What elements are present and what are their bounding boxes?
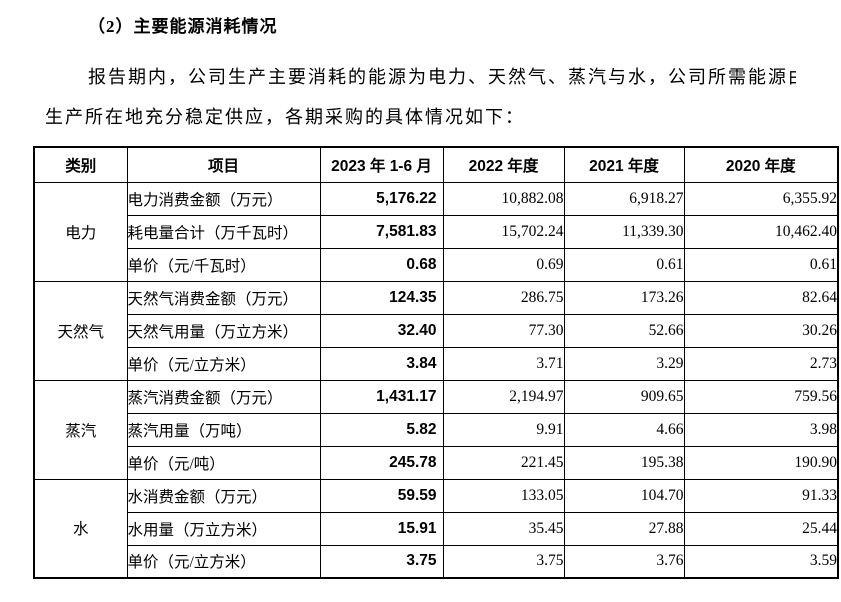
- value-cell: 35.45: [442, 511, 565, 546]
- value-cell: 9.91: [442, 412, 565, 447]
- intro-paragraph: 报告期内，公司生产主要消耗的能源为电力、天然气、蒸汽与水，公司所需能源由 生产所…: [45, 57, 796, 137]
- value-cell: 759.56: [683, 379, 839, 414]
- value-cell: 0.61: [683, 247, 839, 282]
- value-cell: 104.70: [563, 478, 685, 513]
- column-header-2022: 2022 年度: [442, 146, 565, 183]
- table-row: 水 水消费金额（万元） 59.59 133.05 104.70 91.33: [33, 478, 839, 579]
- value-cell: 32.40: [319, 313, 444, 348]
- value-cell: 5.82: [319, 412, 444, 447]
- value-cell: 3.29: [563, 346, 685, 381]
- item-cell: 蒸汽用量（万吨）: [126, 412, 321, 447]
- category-cell-water: 水: [33, 478, 128, 579]
- column-header-category: 类别: [33, 146, 128, 183]
- table-row: 天然气 天然气消费金额（万元） 124.35 286.75 173.26 82.…: [33, 280, 839, 381]
- value-cell: 3.59: [683, 544, 839, 579]
- item-cell: 天然气用量（万立方米）: [126, 313, 321, 348]
- value-cell: 6,355.92: [683, 181, 839, 216]
- value-cell: 3.98: [683, 412, 839, 447]
- section-title: （2）主要能源消耗情况: [88, 17, 278, 36]
- item-cell: 单价（元/立方米）: [126, 544, 321, 579]
- item-cell: 水用量（万立方米）: [126, 511, 321, 546]
- category-cell-natural-gas: 天然气: [33, 280, 128, 381]
- category-cell-steam: 蒸汽: [33, 379, 128, 480]
- value-cell: 27.88: [563, 511, 685, 546]
- item-cell: 水消费金额（万元）: [126, 478, 321, 513]
- value-cell: 4.66: [563, 412, 685, 447]
- value-cell: 77.30: [442, 313, 565, 348]
- item-cell: 单价（元/千瓦时）: [126, 247, 321, 282]
- table-row: 蒸汽用量（万吨） 5.82 9.91 4.66 3.98: [34, 412, 839, 447]
- value-cell: 52.66: [563, 313, 685, 348]
- table-row: 单价（元/立方米） 3.84 3.71 3.29 2.73: [34, 346, 839, 381]
- value-cell: 3.76: [563, 544, 685, 579]
- value-cell: 11,339.30: [563, 214, 685, 249]
- value-cell: 10,882.08: [442, 181, 565, 216]
- value-cell: 133.05: [442, 478, 565, 513]
- paragraph-line-2: 生产所在地充分稳定供应，各期采购的具体情况如下：: [45, 107, 525, 127]
- table-row: 蒸汽 蒸汽消费金额（万元） 1,431.17 2,194.97 909.65 7…: [33, 379, 839, 480]
- value-cell: 221.45: [442, 445, 565, 480]
- value-cell: 190.90: [683, 445, 839, 480]
- table-row: 天然气用量（万立方米） 32.40 77.30 52.66 30.26: [34, 313, 839, 348]
- value-cell: 30.26: [683, 313, 839, 348]
- value-cell: 25.44: [683, 511, 839, 546]
- value-cell: 3.71: [442, 346, 565, 381]
- category-cell-electricity: 电力: [33, 181, 128, 282]
- table-row: 单价（元/吨） 245.78 221.45 195.38 190.90: [34, 445, 839, 480]
- paragraph-line-1: 报告期内，公司生产主要消耗的能源为电力、天然气、蒸汽与水，公司所需能源由: [88, 67, 796, 87]
- energy-consumption-table: 类别 项目 2023 年 1-6 月 2022 年度 2021 年度 2020 …: [33, 146, 839, 579]
- value-cell: 3.84: [319, 346, 444, 381]
- value-cell: 6,918.27: [563, 181, 685, 216]
- value-cell: 3.75: [319, 544, 444, 579]
- table-row: 水用量（万立方米） 15.91 35.45 27.88 25.44: [34, 511, 839, 546]
- value-cell: 1,431.17: [319, 379, 444, 414]
- value-cell: 909.65: [563, 379, 685, 414]
- table-row: 电力 电力消费金额（万元） 5,176.22 10,882.08 6,918.2…: [33, 181, 839, 282]
- value-cell: 3.75: [442, 544, 565, 579]
- value-cell: 15.91: [319, 511, 444, 546]
- value-cell: 0.69: [442, 247, 565, 282]
- item-cell: 单价（元/吨）: [126, 445, 321, 480]
- value-cell: 91.33: [683, 478, 839, 513]
- table-row: 单价（元/千瓦时） 0.68 0.69 0.61 0.61: [34, 247, 839, 282]
- table-header-row: 类别 项目 2023 年 1-6 月 2022 年度 2021 年度 2020 …: [33, 146, 839, 183]
- value-cell: 245.78: [319, 445, 444, 480]
- item-cell: 单价（元/立方米）: [126, 346, 321, 381]
- column-header-2020: 2020 年度: [683, 146, 839, 183]
- value-cell: 286.75: [442, 280, 565, 315]
- column-header-item: 项目: [126, 146, 321, 183]
- value-cell: 124.35: [319, 280, 444, 315]
- value-cell: 7,581.83: [319, 214, 444, 249]
- value-cell: 82.64: [683, 280, 839, 315]
- table-row: 耗电量合计（万千瓦时） 7,581.83 15,702.24 11,339.30…: [34, 214, 839, 249]
- value-cell: 59.59: [319, 478, 444, 513]
- value-cell: 0.68: [319, 247, 444, 282]
- value-cell: 0.61: [563, 247, 685, 282]
- value-cell: 173.26: [563, 280, 685, 315]
- item-cell: 蒸汽消费金额（万元）: [126, 379, 321, 414]
- value-cell: 5,176.22: [319, 181, 444, 216]
- value-cell: 2,194.97: [442, 379, 565, 414]
- value-cell: 15,702.24: [442, 214, 565, 249]
- value-cell: 195.38: [563, 445, 685, 480]
- column-header-2021: 2021 年度: [563, 146, 685, 183]
- item-cell: 天然气消费金额（万元）: [126, 280, 321, 315]
- document-page: （2）主要能源消耗情况 报告期内，公司生产主要消耗的能源为电力、天然气、蒸汽与水…: [0, 12, 841, 602]
- value-cell: 2.73: [683, 346, 839, 381]
- table-row: 单价（元/立方米） 3.75 3.75 3.76 3.59: [34, 544, 839, 579]
- value-cell: 10,462.40: [683, 214, 839, 249]
- item-cell: 耗电量合计（万千瓦时）: [126, 214, 321, 249]
- item-cell: 电力消费金额（万元）: [126, 181, 321, 216]
- column-header-2023h1: 2023 年 1-6 月: [319, 146, 444, 183]
